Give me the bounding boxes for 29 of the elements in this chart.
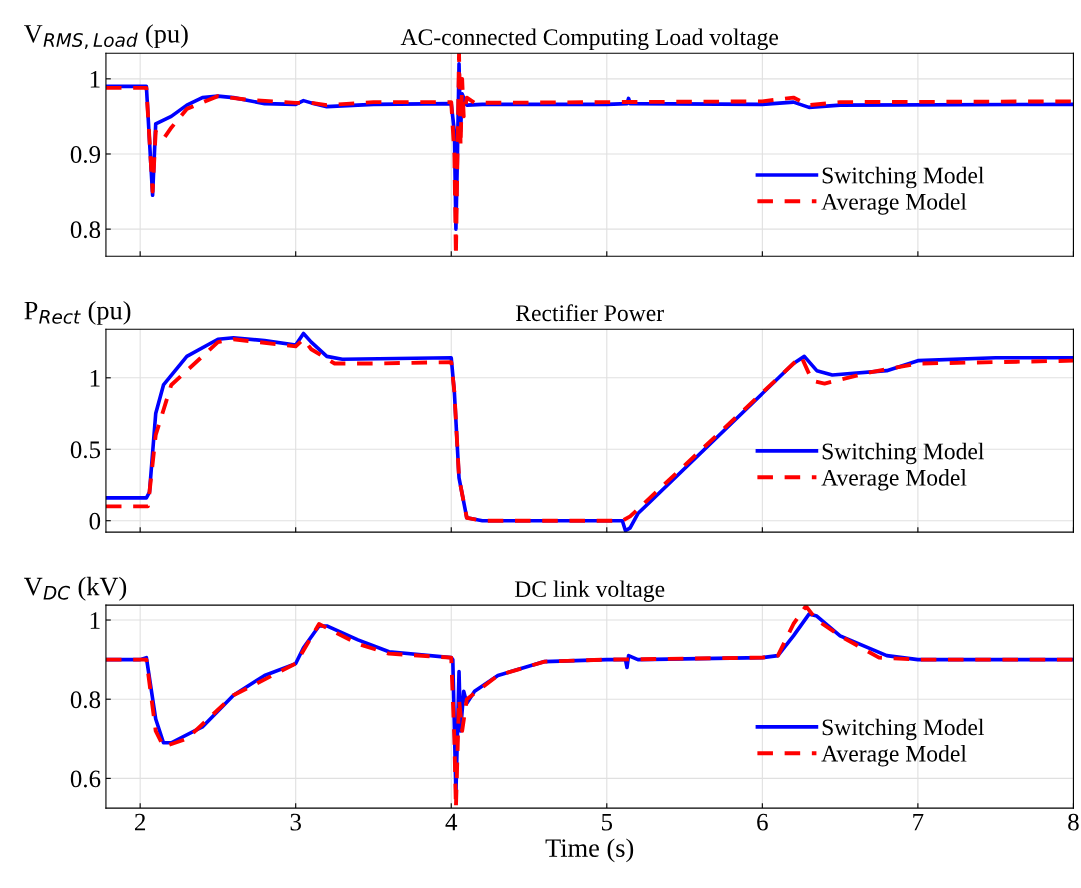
x-tick-label: 5 bbox=[602, 813, 613, 831]
y-axis-title: V$_{RMS,Load}$ (pu) bbox=[24, 24, 188, 49]
y-tick-label: 0.9 bbox=[70, 146, 101, 164]
x-tick-label: 3 bbox=[290, 813, 301, 831]
chart-title: AC-connected Computing Load voltage bbox=[400, 28, 779, 51]
y-tick-label: 0.8 bbox=[70, 221, 101, 239]
legend-label: Average Model bbox=[821, 469, 967, 491]
y-tick-label: 0 bbox=[89, 512, 101, 530]
x-axis-title: Time (s) bbox=[545, 838, 634, 863]
x-tick-label: 7 bbox=[913, 813, 924, 831]
y-tick-label: 0.6 bbox=[70, 770, 101, 788]
legend-label: Switching Model bbox=[822, 166, 984, 189]
legend-label: Average Model bbox=[821, 745, 967, 767]
y-tick-label: 0.8 bbox=[70, 691, 101, 709]
x-tick-label: 2 bbox=[135, 813, 146, 831]
chart-title: DC link voltage bbox=[514, 580, 665, 602]
legend-label: Average Model bbox=[821, 193, 967, 215]
legend-label: Switching Model bbox=[822, 718, 984, 741]
x-tick-label: 6 bbox=[757, 813, 768, 831]
y-axis-title: P$_{Rect}$ (pu) bbox=[24, 300, 131, 325]
y-tick-label: 0.5 bbox=[70, 441, 101, 459]
y-tick-label: 1 bbox=[90, 612, 100, 629]
y-tick-label: 1 bbox=[90, 369, 100, 387]
x-tick-label: 4 bbox=[445, 813, 458, 831]
y-axis-title: V$_{DC}$ (kV) bbox=[24, 576, 127, 601]
chart-title: Rectifier Power bbox=[515, 304, 664, 322]
x-tick-label: 8 bbox=[1068, 813, 1079, 831]
legend-label: Switching Model bbox=[822, 442, 984, 465]
y-tick-label: 1 bbox=[90, 71, 100, 88]
